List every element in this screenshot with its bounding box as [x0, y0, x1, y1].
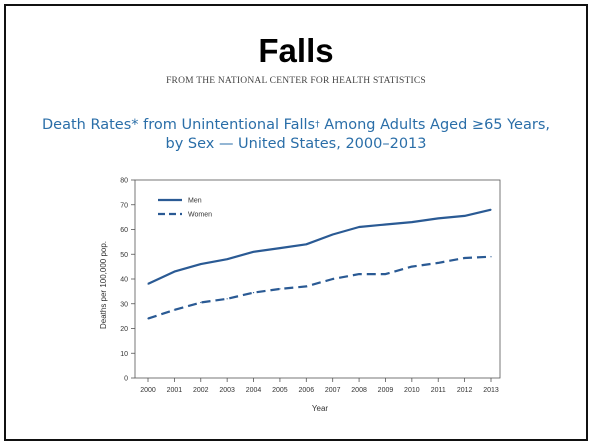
x-tick-label: 2013 [483, 387, 499, 394]
y-tick-label: 10 [120, 351, 128, 358]
data-point-men [464, 215, 466, 217]
data-point-women [384, 273, 387, 275]
data-point-women [252, 292, 255, 294]
data-point-women [173, 309, 175, 311]
data-point-women [358, 273, 360, 275]
x-tick-label: 2002 [193, 387, 209, 394]
x-tick-label: 2003 [219, 387, 235, 394]
data-point-women [200, 301, 202, 304]
x-tick-label: 2000 [140, 387, 156, 394]
x-tick-label: 2006 [299, 387, 315, 394]
data-point-women [305, 285, 307, 288]
y-tick-label: 0 [124, 376, 128, 383]
x-axis-title: Year [312, 404, 329, 413]
y-tick-label: 20 [120, 326, 128, 333]
dagger-mark: † [315, 120, 320, 130]
data-point-women [279, 288, 281, 290]
x-tick-label: 2004 [246, 387, 262, 394]
chart-title-line1-part1: Death Rates* from Unintentional Falls [42, 117, 316, 133]
y-tick-label: 40 [120, 277, 128, 284]
data-point-men [200, 263, 202, 265]
y-axis-title: Deaths per 100,000 pop. [99, 241, 108, 329]
series-line-women [147, 255, 492, 320]
data-point-men [490, 209, 492, 211]
series-line-men [147, 208, 492, 285]
data-point-men [358, 226, 360, 228]
source-line: FROM THE NATIONAL CENTER FOR HEALTH STAT… [166, 76, 426, 86]
chart-title-line1-part2: Among Adults Aged ≥65 Years, [319, 117, 550, 133]
data-point-women [332, 278, 334, 280]
x-tick-label: 2009 [378, 387, 394, 394]
data-point-men [332, 233, 334, 236]
chart-title: Death Rates* from Unintentional Falls† A… [6, 116, 586, 154]
data-point-men [305, 243, 307, 245]
chart-title-line1: Death Rates* from Unintentional Falls† A… [6, 116, 586, 135]
data-point-men [147, 283, 149, 285]
data-point-men [252, 251, 255, 253]
data-point-men [279, 247, 281, 249]
legend-label-men: Men [188, 198, 202, 205]
legend-label-women: Women [188, 212, 212, 219]
data-point-women [464, 257, 466, 259]
data-point-men [173, 270, 175, 273]
y-tick-label: 50 [120, 252, 128, 259]
y-tick-label: 30 [120, 301, 128, 308]
x-tick-label: 2012 [457, 387, 473, 394]
data-point-men [437, 217, 439, 219]
data-point-men [226, 258, 228, 260]
y-tick-label: 70 [120, 202, 128, 209]
chart-title-line2: by Sex — United States, 2000–2013 [165, 136, 427, 152]
plot-frame [134, 179, 501, 379]
data-point-men [411, 221, 413, 223]
slide-title: Falls [258, 32, 334, 69]
data-point-men [384, 223, 387, 226]
x-tick-label: 2001 [167, 387, 183, 394]
data-point-women [147, 318, 149, 320]
x-tick-label: 2005 [272, 387, 288, 394]
data-point-women [226, 298, 228, 300]
data-point-women [490, 256, 492, 258]
y-tick-label: 60 [120, 227, 128, 234]
data-point-women [437, 262, 439, 264]
data-point-women [411, 266, 413, 268]
y-tick-label: 80 [120, 178, 128, 185]
slide: Falls FROM THE NATIONAL CENTER FOR HEALT… [4, 4, 588, 441]
x-tick-label: 2008 [351, 387, 367, 394]
x-tick-label: 2007 [325, 387, 341, 394]
x-tick-label: 2010 [404, 387, 420, 394]
x-tick-label: 2011 [431, 387, 446, 394]
